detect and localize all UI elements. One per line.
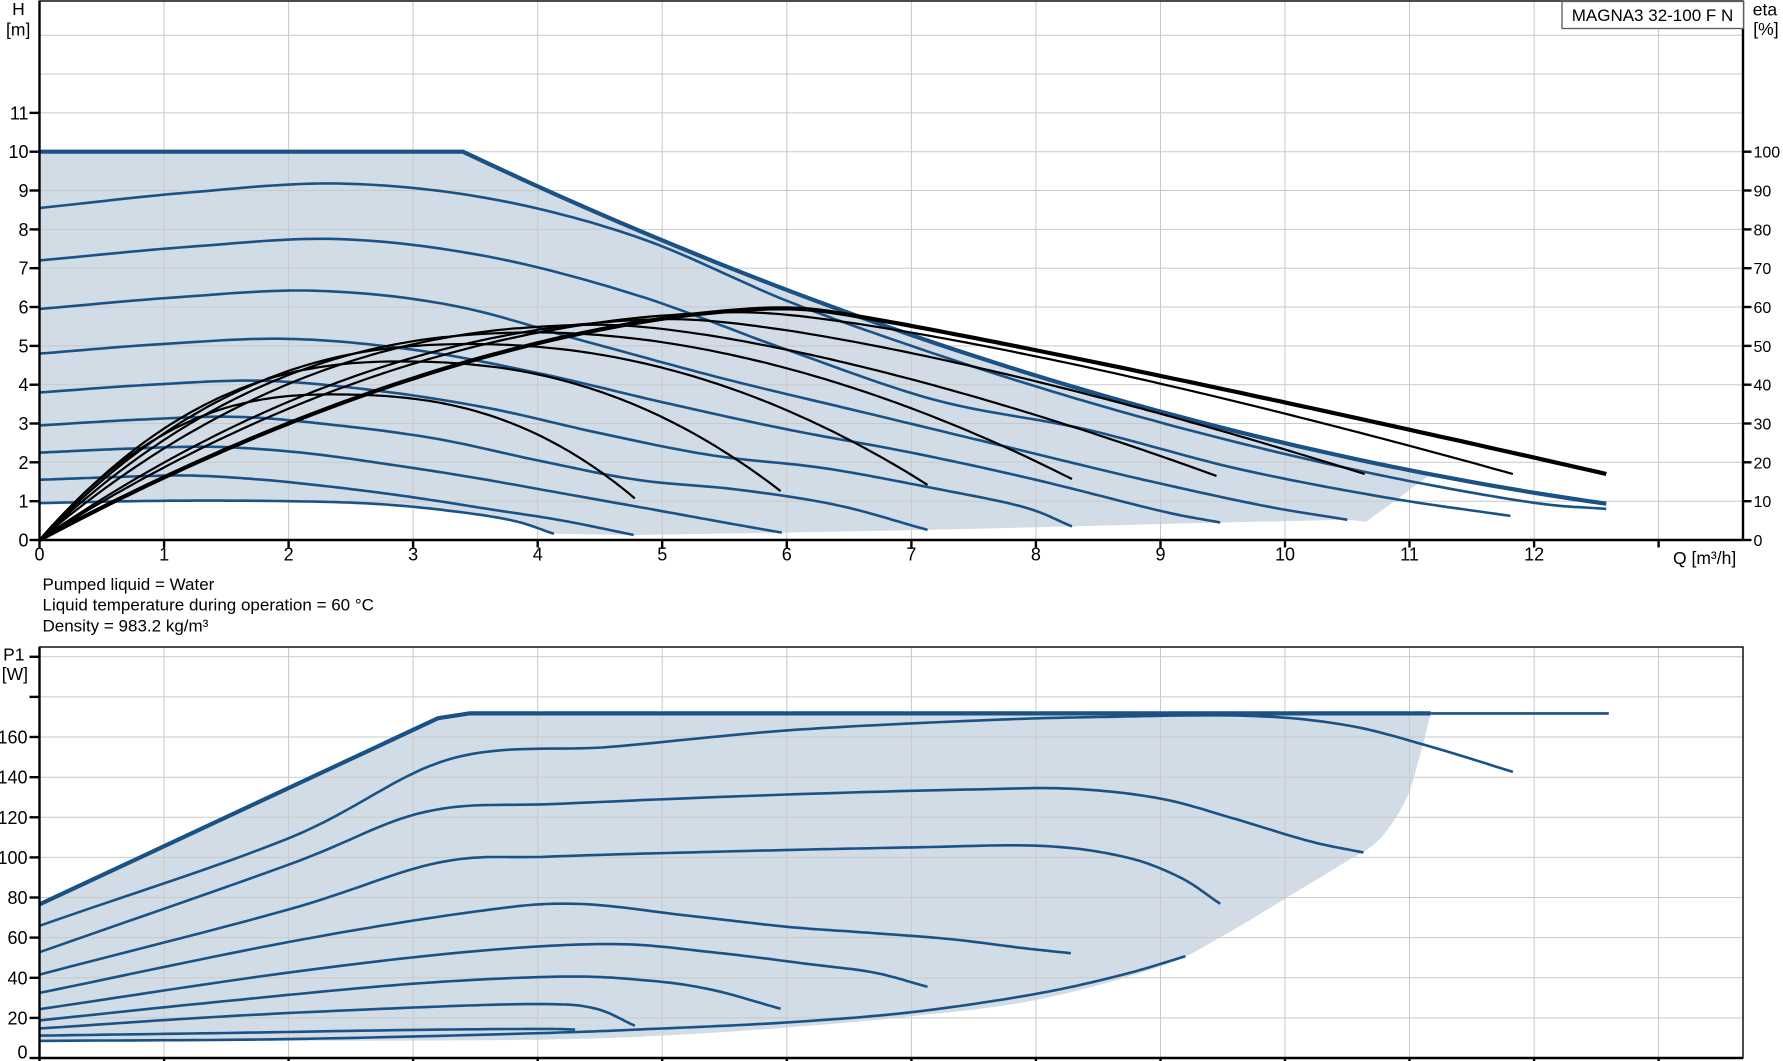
svg-text:11: 11 [10,103,29,123]
svg-text:8: 8 [18,220,28,240]
svg-text:[m]: [m] [6,19,30,39]
svg-text:60: 60 [7,928,27,948]
svg-text:Density = 983.2 kg/m³: Density = 983.2 kg/m³ [43,616,209,635]
svg-text:Liquid temperature during oper: Liquid temperature during operation = 60… [43,596,374,615]
svg-text:10: 10 [1275,545,1295,565]
svg-text:6: 6 [782,545,792,565]
svg-text:7: 7 [18,259,28,279]
svg-text:5: 5 [657,545,667,565]
svg-text:8: 8 [1031,545,1041,565]
svg-text:3: 3 [408,545,418,565]
svg-text:7: 7 [906,545,916,565]
svg-text:4: 4 [18,375,28,395]
svg-text:5: 5 [18,336,28,356]
svg-text:3: 3 [18,414,28,434]
svg-text:30: 30 [1754,417,1772,434]
svg-text:20: 20 [1754,455,1772,472]
svg-text:160: 160 [0,728,28,748]
svg-text:80: 80 [1754,222,1772,239]
svg-text:40: 40 [1754,378,1772,395]
svg-text:eta: eta [1753,0,1778,19]
svg-text:40: 40 [7,968,27,988]
svg-text:2: 2 [284,545,294,565]
svg-text:50: 50 [1754,339,1772,356]
svg-text:Pumped liquid = Water: Pumped liquid = Water [43,575,215,594]
svg-text:2: 2 [18,453,28,473]
svg-text:1: 1 [18,492,28,512]
svg-text:100: 100 [0,848,28,868]
svg-text:10: 10 [1754,494,1772,511]
svg-text:0: 0 [18,531,28,551]
svg-text:1: 1 [159,545,169,565]
svg-text:[%]: [%] [1753,19,1778,39]
svg-text:0: 0 [34,545,44,565]
svg-text:80: 80 [7,888,27,908]
svg-text:9: 9 [18,181,28,201]
svg-text:12: 12 [1524,545,1544,565]
svg-text:0: 0 [17,1043,27,1061]
svg-text:6: 6 [18,298,28,318]
svg-text:140: 140 [0,768,28,788]
svg-text:11: 11 [1400,545,1419,565]
svg-text:Q [m³/h]: Q [m³/h] [1673,548,1736,568]
svg-text:60: 60 [1754,300,1772,317]
svg-text:90: 90 [1754,184,1772,201]
svg-text:4: 4 [533,545,543,565]
svg-text:0: 0 [1754,533,1763,550]
svg-text:H: H [12,0,25,19]
svg-text:100: 100 [1754,145,1781,162]
svg-text:[W]: [W] [2,664,28,684]
svg-text:70: 70 [1754,261,1772,278]
svg-text:10: 10 [8,142,28,162]
svg-text:P1: P1 [3,645,24,665]
svg-text:9: 9 [1155,545,1165,565]
svg-text:20: 20 [7,1008,27,1028]
svg-text:MAGNA3 32-100 F N: MAGNA3 32-100 F N [1572,6,1734,25]
svg-text:120: 120 [0,808,28,828]
